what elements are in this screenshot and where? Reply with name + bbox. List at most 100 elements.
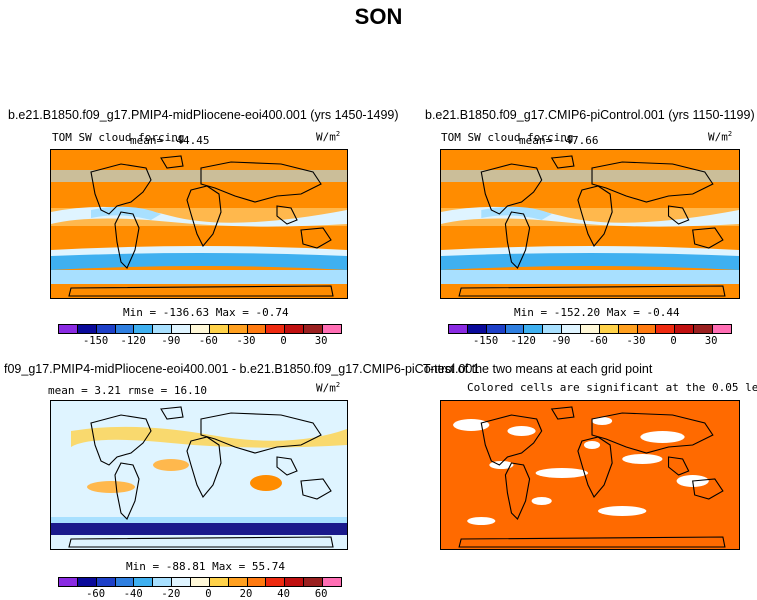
panel1-mean: mean= -44.45	[130, 134, 210, 147]
coastline	[300, 227, 332, 249]
colorbar-swatch	[209, 325, 229, 333]
colorbar-swatch	[467, 325, 487, 333]
coastline	[186, 436, 222, 498]
panel2-units: W/m2	[708, 130, 733, 144]
colorbar-swatch	[562, 325, 582, 333]
coastline	[458, 285, 726, 297]
colorbar-tick-label: 60	[314, 588, 328, 600]
coastline	[504, 462, 531, 520]
panel1-title: b.e21.B1850.f09_g17.PMIP4-midPliocene-eo…	[8, 108, 399, 122]
non-significant-patch	[467, 517, 496, 525]
coastline	[667, 456, 690, 476]
strong-negative-anomaly-band	[51, 523, 347, 535]
non-significant-patch	[583, 441, 601, 449]
colorbar-swatch	[637, 325, 657, 333]
cloud-patch	[481, 206, 552, 220]
colorbar-swatch	[96, 325, 116, 333]
panel1-map	[50, 149, 348, 299]
panel4-map	[440, 400, 740, 550]
coastline	[692, 227, 724, 249]
colorbar-swatch	[115, 325, 135, 333]
colorbar-swatch	[77, 578, 97, 586]
colorbar-swatch	[505, 325, 525, 333]
coastline	[692, 478, 724, 500]
colorbar-swatch	[77, 325, 97, 333]
colorbar-swatch	[247, 325, 267, 333]
non-significant-patch	[622, 454, 663, 464]
colorbar-tick-label: 30	[704, 335, 718, 347]
colorbar-tick-label: -60	[588, 335, 608, 347]
positive-anomaly-patch	[87, 481, 135, 493]
panel3-units: W/m2	[316, 381, 341, 395]
colorbar-swatch	[304, 325, 324, 333]
figure-title: SON	[354, 4, 403, 29]
colorbar-swatch	[172, 325, 192, 333]
colorbar-swatch	[153, 578, 173, 586]
panel2-variable: TOM SW cloud forcing	[441, 131, 574, 144]
colorbar-tick-label: -30	[626, 335, 646, 347]
coastline	[577, 185, 613, 247]
colorbar-swatch	[228, 325, 248, 333]
coastline	[186, 185, 222, 247]
panel4-title: T-test of the two means at each grid poi…	[423, 362, 653, 376]
coastline	[480, 414, 543, 466]
colorbar-swatch	[713, 325, 731, 333]
colorbar-swatch	[59, 325, 78, 333]
panel3-map	[50, 400, 348, 550]
coastline	[591, 161, 714, 203]
map-field	[51, 401, 347, 549]
colorbar-swatch	[323, 578, 341, 586]
colorbar-tick-label: -20	[161, 588, 181, 600]
colorbar-swatch	[656, 325, 676, 333]
colorbar-tick-label: 0	[205, 588, 212, 600]
southern-ocean-band	[441, 270, 739, 284]
colorbar-swatch	[694, 325, 714, 333]
negative-anomaly-band	[51, 517, 347, 523]
panel3-title: f09_g17.PMIP4-midPliocene-eoi400.001 - b…	[4, 362, 480, 376]
non-significant-patch	[598, 506, 647, 516]
coastline	[577, 436, 613, 498]
northern-band	[51, 170, 347, 182]
coastline	[276, 205, 298, 225]
colorbar-swatch	[266, 325, 286, 333]
coastline	[90, 163, 152, 215]
colorbar-swatch	[191, 325, 210, 333]
coastline	[591, 412, 714, 454]
colorbar-swatch	[209, 578, 229, 586]
colorbar-swatch	[449, 325, 468, 333]
non-significant-patch	[592, 417, 613, 425]
coastline	[458, 536, 726, 548]
colorbar-swatch	[153, 325, 173, 333]
non-significant-patch	[453, 419, 490, 431]
colorbar-swatch	[266, 578, 286, 586]
colorbar-tick-label: -150	[472, 335, 499, 347]
positive-anomaly-patch	[153, 459, 189, 471]
colorbar-tick-label: -60	[198, 335, 218, 347]
colorbar-swatch	[543, 325, 563, 333]
colorbar-swatch	[486, 325, 506, 333]
coastline	[200, 161, 322, 203]
map-field	[441, 401, 739, 549]
colorbar-tick-label: 0	[280, 335, 287, 347]
colorbar-tick-label: -60	[86, 588, 106, 600]
colorbar-swatch	[191, 578, 210, 586]
coastline	[90, 414, 152, 466]
southern-ocean-band	[51, 270, 347, 284]
colorbar-tick-label: 30	[314, 335, 328, 347]
colorbar-swatch	[115, 578, 135, 586]
non-significant-patch	[531, 497, 552, 505]
panel3-colorbar	[58, 577, 342, 587]
colorbar-swatch	[134, 325, 154, 333]
positive-anomaly-patch	[250, 475, 282, 491]
panel2-mean: mean= -47.66	[519, 134, 599, 147]
panel1-variable: TOM SW cloud forcing	[52, 131, 185, 144]
colorbar-swatch	[59, 578, 78, 586]
colorbar-tick-label: -40	[123, 588, 143, 600]
colorbar-swatch	[304, 578, 324, 586]
panel2-stats: Min = -152.20 Max = -0.44	[514, 306, 680, 319]
colorbar-tick-label: -120	[120, 335, 146, 347]
non-significant-patch	[535, 468, 588, 478]
coastline	[200, 412, 322, 454]
coastline	[160, 406, 184, 420]
coastline	[68, 285, 334, 297]
